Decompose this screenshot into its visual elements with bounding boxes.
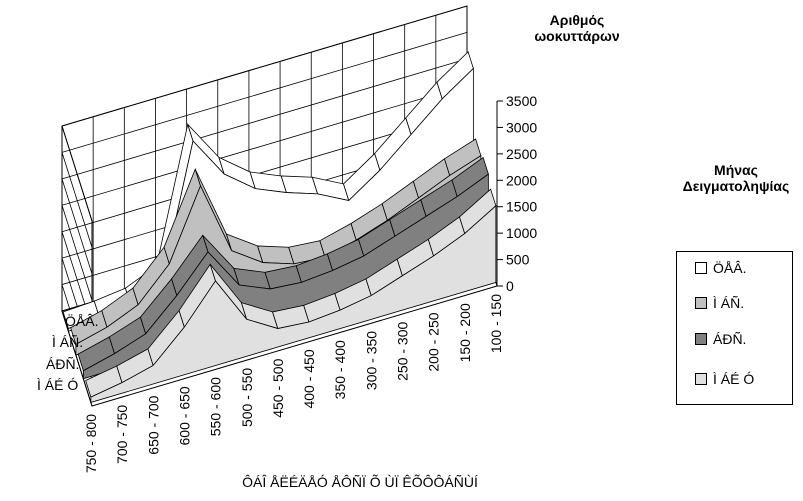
z-tick-label: 1000 <box>506 225 537 241</box>
legend-title-line1: Μήνας <box>714 162 758 178</box>
series-tick-label: Ì ÁÉ Ó <box>37 377 78 393</box>
legend-swatch-2 <box>695 333 707 345</box>
series-tick-label: ÖÅÂ. <box>65 312 98 329</box>
legend-swatch-1 <box>695 297 707 309</box>
x-tick-label: 400 - 450 <box>301 349 317 408</box>
z-axis-title-line2: ωοκυττάρων <box>534 28 620 44</box>
x-tick-label: 650 - 700 <box>145 395 161 454</box>
legend-item-3: Ì ÁÉ Ó <box>695 370 754 388</box>
z-axis-title-line1: Αριθμός <box>549 12 605 28</box>
legend-title: Μήνας Δειγματοληψίας <box>676 162 796 194</box>
z-tick-label: 500 <box>506 252 530 268</box>
z-tick-label: 2500 <box>506 146 537 162</box>
x-tick-label: 250 - 300 <box>395 321 411 380</box>
legend-swatch-3 <box>695 373 707 385</box>
x-axis-ticks: 750 - 800 700 - 750 650 - 700 600 - 650 550 … <box>83 294 504 473</box>
x-tick-label: 300 - 350 <box>363 331 379 390</box>
legend-item-2: ÁÐÑ. <box>695 330 746 348</box>
series-tick-label: ÁÐÑ. <box>46 356 79 372</box>
x-tick-label: 200 - 250 <box>426 312 442 371</box>
legend: ÖÅÂ. Ì ÁÑ. ÁÐÑ. Ì ÁÉ Ó <box>676 251 793 405</box>
x-tick-label: 700 - 750 <box>114 405 130 464</box>
z-tick-label: 1500 <box>506 199 537 215</box>
z-tick-label: 2000 <box>506 172 537 188</box>
x-tick-label: 600 - 650 <box>176 386 192 445</box>
legend-label-3: Ì ÁÉ Ó <box>713 371 755 387</box>
legend-label-0: ÖÅÂ. <box>713 260 747 276</box>
legend-label-1: Ì ÁÑ. <box>713 295 745 311</box>
z-tick-label: 3000 <box>506 119 537 135</box>
x-tick-label: 450 - 500 <box>270 358 286 417</box>
legend-item-1: Ì ÁÑ. <box>695 294 744 312</box>
series-tick-label: Ì ÁÑ. <box>52 334 83 350</box>
chart-gridlines <box>61 5 468 407</box>
legend-item-0: ÖÅÂ. <box>695 259 746 277</box>
z-tick-label: 0 <box>506 278 514 294</box>
x-axis-title: ÔÁÎ ÅËÉÄÅÓ ÅÔÑÏ Õ ÙÏ ÊÕÔÔÁÑÙÍ <box>242 474 478 490</box>
series-axis-ticks: ÖÅÂ. Ì ÁÑ. ÁÐÑ. Ì ÁÉ Ó <box>37 312 98 393</box>
x-tick-label: 100 - 150 <box>488 294 504 353</box>
z-axis-ticks: 0 500 1000 1500 2000 2500 3000 3500 <box>496 93 537 294</box>
x-tick-label: 350 - 400 <box>332 340 348 399</box>
x-tick-label: 500 - 550 <box>239 368 255 427</box>
legend-title-line2: Δειγματοληψίας <box>682 178 790 194</box>
area-front-3 <box>90 204 497 403</box>
z-tick-label: 3500 <box>506 93 537 109</box>
z-axis-title: Αριθμός ωοκυττάρων <box>522 12 632 44</box>
legend-label-2: ÁÐÑ. <box>713 331 747 347</box>
area-top-0-7 <box>280 175 319 195</box>
chart-areas <box>62 51 497 403</box>
x-tick-label: 750 - 800 <box>83 414 99 473</box>
legend-swatch-0 <box>695 262 707 274</box>
area-top-1-6 <box>256 245 295 265</box>
x-tick-label: 150 - 200 <box>457 303 473 362</box>
x-tick-label: 550 - 600 <box>208 377 224 436</box>
